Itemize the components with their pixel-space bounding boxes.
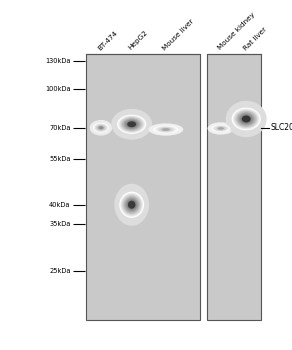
- Ellipse shape: [128, 122, 135, 127]
- Ellipse shape: [234, 110, 258, 128]
- Text: 40kDa: 40kDa: [49, 202, 71, 208]
- Ellipse shape: [163, 128, 169, 131]
- Ellipse shape: [127, 121, 137, 127]
- Ellipse shape: [97, 125, 105, 130]
- Ellipse shape: [124, 196, 140, 214]
- Ellipse shape: [119, 116, 144, 132]
- Ellipse shape: [100, 127, 102, 128]
- Ellipse shape: [165, 129, 167, 130]
- Ellipse shape: [93, 123, 109, 133]
- Text: BT-474: BT-474: [97, 29, 119, 51]
- Text: 35kDa: 35kDa: [49, 221, 71, 227]
- Ellipse shape: [128, 201, 135, 209]
- Ellipse shape: [126, 199, 137, 210]
- Ellipse shape: [240, 114, 252, 124]
- Ellipse shape: [95, 125, 106, 131]
- Ellipse shape: [219, 128, 223, 129]
- Ellipse shape: [211, 125, 230, 132]
- Ellipse shape: [245, 118, 247, 120]
- Ellipse shape: [233, 108, 260, 130]
- Ellipse shape: [215, 126, 227, 131]
- Ellipse shape: [114, 184, 149, 226]
- Text: Rat liver: Rat liver: [242, 26, 267, 51]
- Ellipse shape: [123, 119, 140, 130]
- Text: 55kDa: 55kDa: [49, 156, 71, 162]
- Ellipse shape: [213, 125, 229, 132]
- Text: SLC20A2: SLC20A2: [270, 123, 292, 132]
- Ellipse shape: [226, 101, 267, 137]
- Bar: [86, 54, 200, 320]
- Ellipse shape: [156, 126, 176, 133]
- Ellipse shape: [160, 127, 172, 132]
- Ellipse shape: [117, 115, 146, 134]
- Ellipse shape: [130, 203, 134, 207]
- Text: 100kDa: 100kDa: [45, 86, 71, 92]
- Ellipse shape: [94, 124, 108, 132]
- Ellipse shape: [243, 116, 250, 122]
- Ellipse shape: [216, 126, 225, 131]
- Ellipse shape: [239, 113, 253, 125]
- Ellipse shape: [161, 128, 171, 131]
- Ellipse shape: [237, 111, 256, 127]
- Ellipse shape: [124, 119, 139, 129]
- Ellipse shape: [122, 118, 141, 131]
- Ellipse shape: [232, 108, 261, 131]
- Ellipse shape: [212, 125, 230, 132]
- Ellipse shape: [241, 115, 251, 123]
- Ellipse shape: [159, 127, 173, 132]
- Ellipse shape: [121, 194, 142, 216]
- Ellipse shape: [238, 112, 255, 126]
- Ellipse shape: [164, 129, 168, 130]
- Ellipse shape: [149, 123, 183, 136]
- Ellipse shape: [244, 117, 249, 121]
- Ellipse shape: [99, 127, 103, 129]
- Ellipse shape: [126, 120, 138, 128]
- Ellipse shape: [131, 204, 133, 206]
- Ellipse shape: [157, 127, 175, 132]
- Ellipse shape: [126, 198, 138, 211]
- Ellipse shape: [217, 127, 225, 130]
- Ellipse shape: [218, 127, 224, 130]
- Ellipse shape: [242, 116, 251, 122]
- Ellipse shape: [93, 123, 108, 132]
- Ellipse shape: [95, 124, 107, 132]
- Ellipse shape: [235, 111, 257, 127]
- Ellipse shape: [154, 126, 177, 133]
- Ellipse shape: [121, 117, 142, 132]
- Ellipse shape: [120, 193, 143, 217]
- Text: 130kDa: 130kDa: [45, 58, 71, 64]
- Ellipse shape: [111, 109, 152, 140]
- Ellipse shape: [98, 126, 103, 129]
- Text: 70kDa: 70kDa: [49, 125, 71, 131]
- Ellipse shape: [214, 126, 228, 131]
- Text: 25kDa: 25kDa: [49, 268, 71, 274]
- Ellipse shape: [127, 121, 136, 127]
- Bar: [207, 54, 261, 320]
- Text: HepG2: HepG2: [127, 30, 149, 51]
- Ellipse shape: [162, 128, 170, 131]
- Ellipse shape: [122, 195, 141, 215]
- Ellipse shape: [208, 122, 234, 135]
- Ellipse shape: [119, 192, 144, 218]
- Ellipse shape: [220, 128, 222, 129]
- Ellipse shape: [124, 197, 139, 212]
- Ellipse shape: [128, 200, 136, 209]
- Ellipse shape: [129, 122, 134, 126]
- Ellipse shape: [158, 127, 174, 132]
- Ellipse shape: [154, 126, 178, 133]
- Ellipse shape: [128, 202, 135, 208]
- Ellipse shape: [90, 120, 112, 135]
- Ellipse shape: [98, 126, 104, 130]
- Ellipse shape: [215, 126, 226, 131]
- Ellipse shape: [218, 127, 223, 130]
- Ellipse shape: [100, 127, 102, 128]
- Ellipse shape: [118, 116, 145, 133]
- Text: Mouse liver: Mouse liver: [161, 18, 195, 51]
- Ellipse shape: [218, 127, 224, 130]
- Ellipse shape: [131, 124, 133, 125]
- Ellipse shape: [96, 125, 106, 131]
- Ellipse shape: [162, 128, 170, 131]
- Text: Mouse kidney: Mouse kidney: [217, 12, 256, 51]
- Ellipse shape: [98, 126, 104, 130]
